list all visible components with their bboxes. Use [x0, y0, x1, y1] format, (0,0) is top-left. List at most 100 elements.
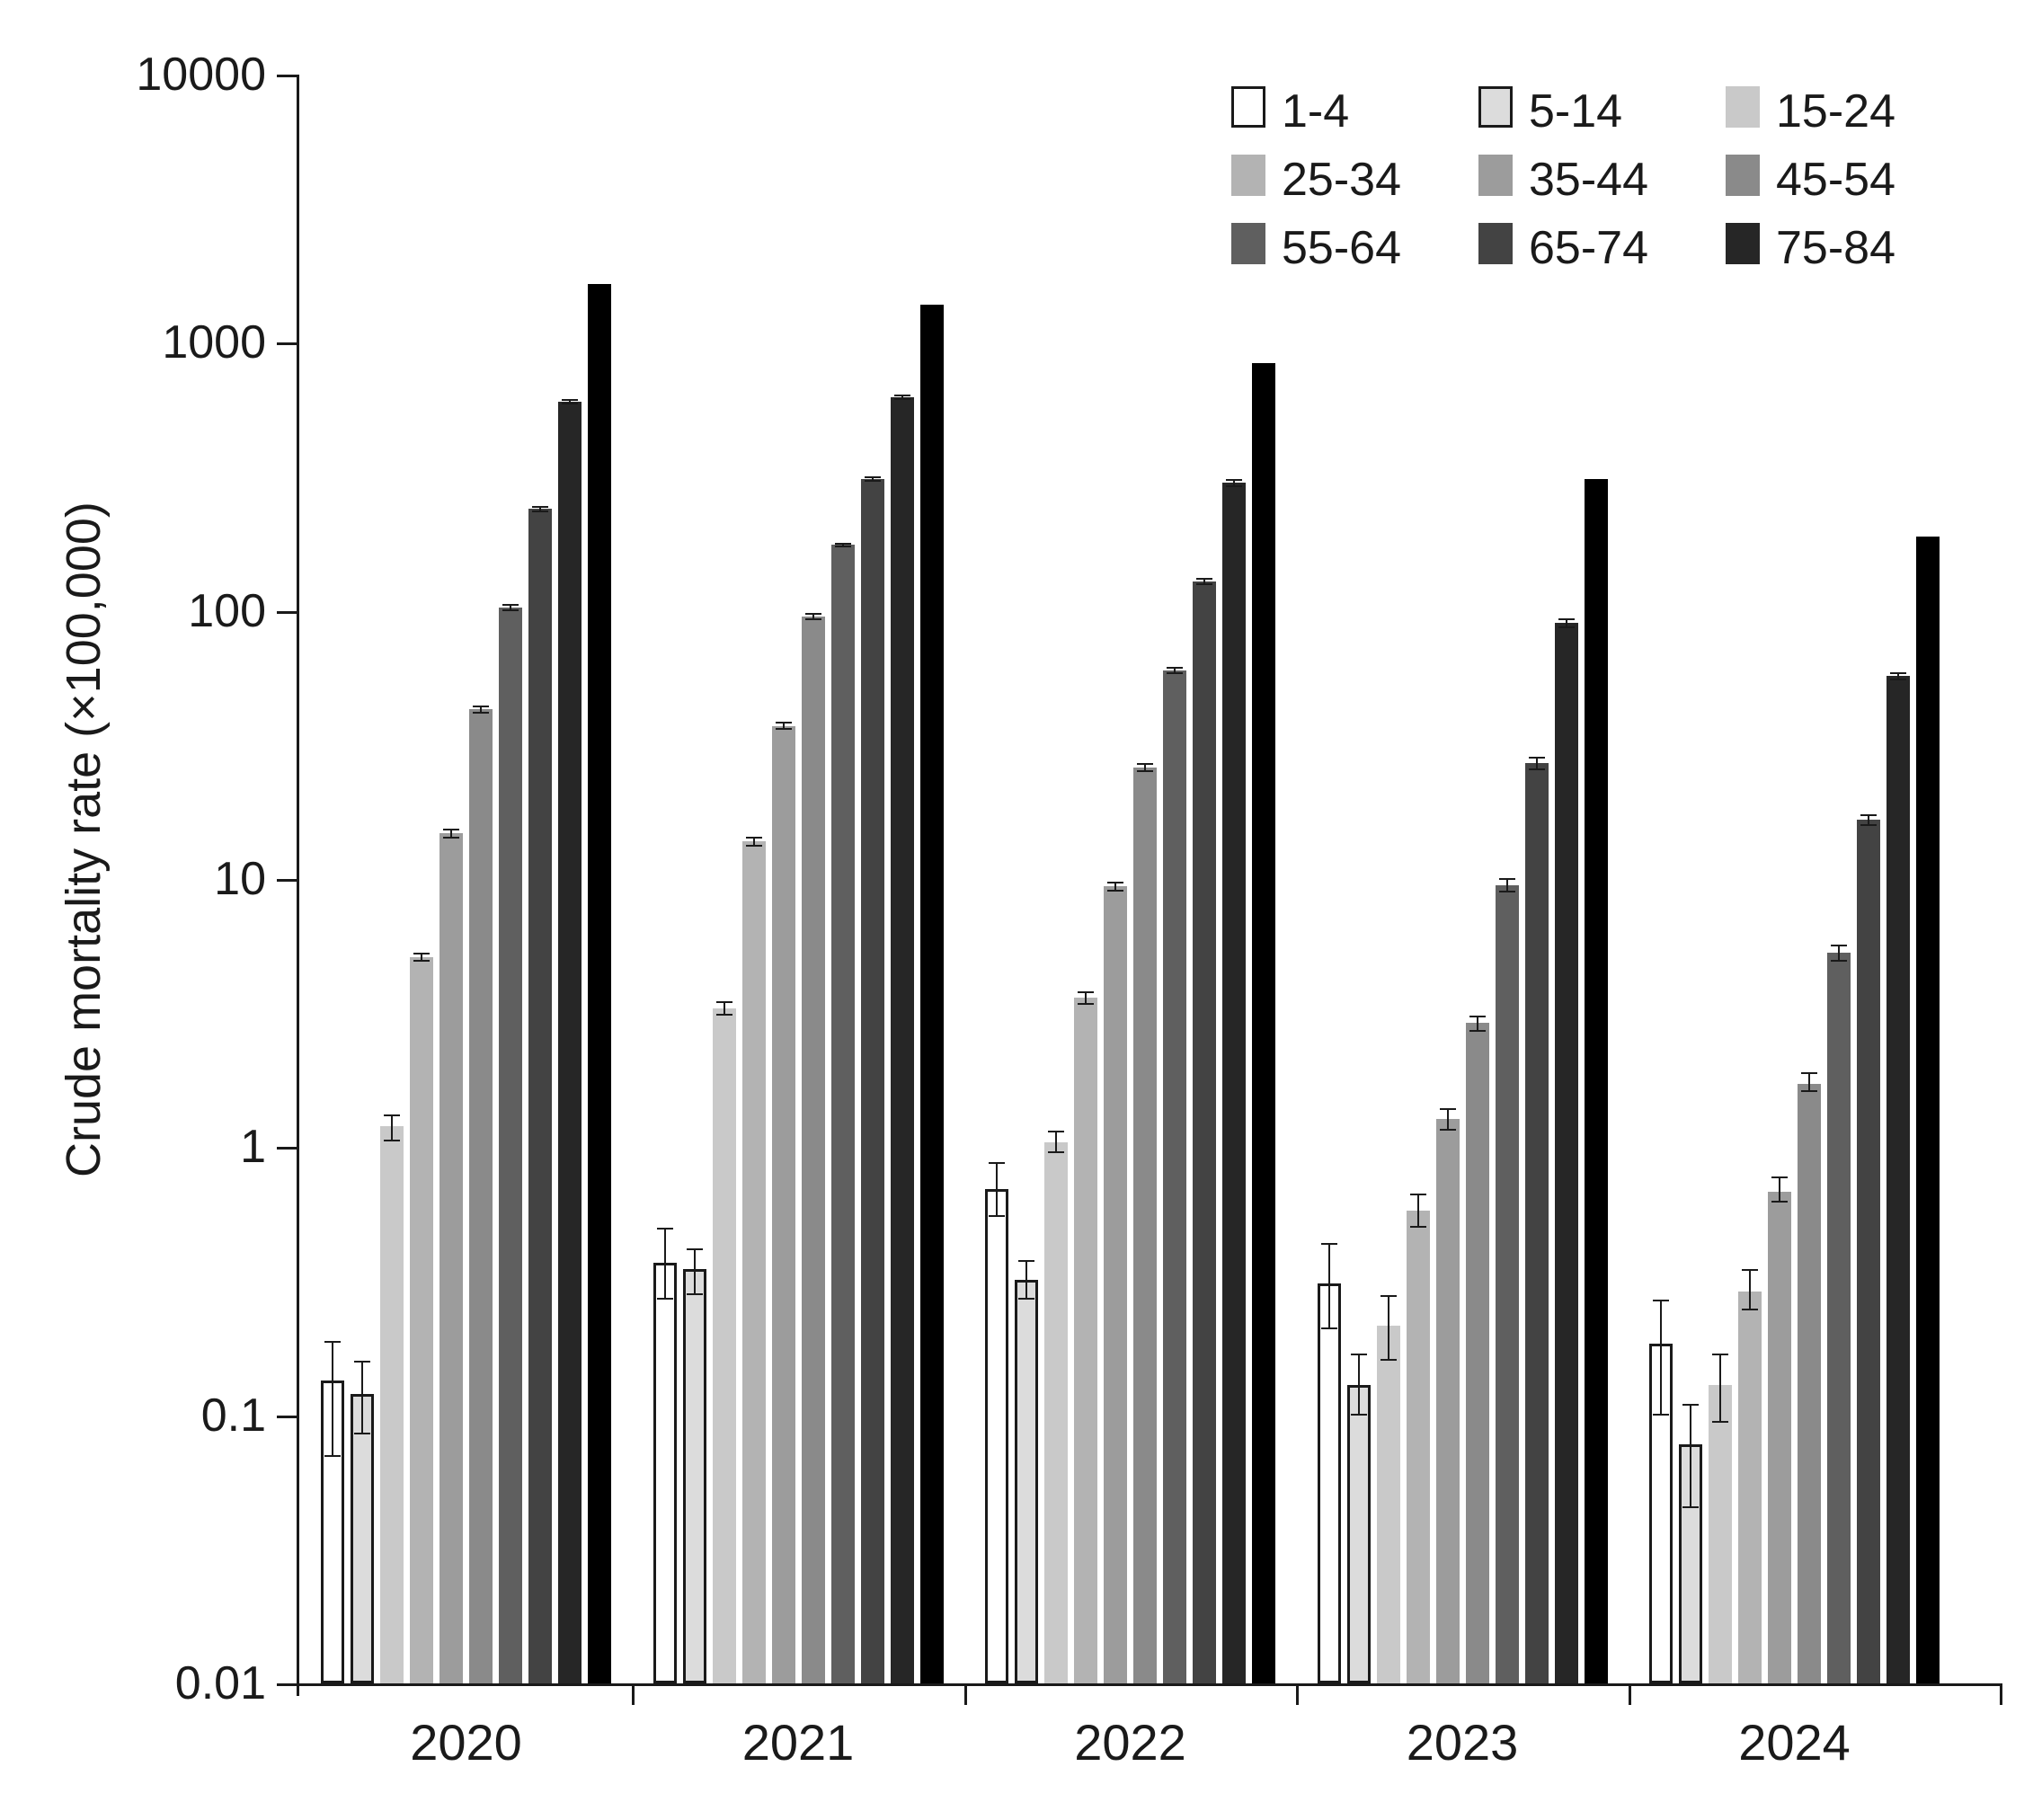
- error-bar-cap-top: [1078, 991, 1094, 994]
- error-bar-cap-bottom: [1682, 1506, 1699, 1509]
- error-bar-cap-top: [989, 1161, 1005, 1164]
- bar-2023-25-34: [1406, 1210, 1430, 1683]
- bar-2024-75-84: [1887, 676, 1910, 1683]
- x-category-label: 2024: [1738, 1714, 1851, 1771]
- error-bar-line: [450, 829, 452, 839]
- bar-2024-15-24: [1709, 1384, 1732, 1683]
- legend-swatch-75-84: [1726, 223, 1760, 264]
- bar-2020-55-64: [499, 607, 522, 1683]
- error-bar-line: [1085, 991, 1087, 1005]
- bar-2021-35-44: [771, 726, 795, 1683]
- bar-2024-65-74: [1857, 820, 1880, 1683]
- y-tick-label: 0.1: [200, 1389, 266, 1442]
- error-bar-line: [1808, 1072, 1810, 1093]
- error-bar-line: [332, 1340, 333, 1457]
- bar-2023-15-24: [1376, 1326, 1400, 1683]
- error-bar-cap-top: [1653, 1299, 1669, 1301]
- bar-2020-35-44: [439, 833, 463, 1683]
- error-bar-cap-top: [1469, 1015, 1486, 1017]
- error-bar-cap-bottom: [324, 1454, 341, 1457]
- error-bar-line: [1868, 814, 1869, 826]
- bar-2023-55-64: [1495, 884, 1519, 1683]
- error-bar-cap-top: [1498, 877, 1515, 880]
- error-bar-cap-top: [834, 542, 851, 545]
- error-bar-line: [569, 399, 571, 404]
- error-bar-cap-top: [413, 953, 430, 955]
- error-bar-cap-top: [745, 836, 762, 839]
- error-bar-cap-top: [532, 506, 548, 509]
- error-bar-cap-top: [1682, 1404, 1699, 1407]
- error-bar-line: [1690, 1404, 1691, 1509]
- error-bar-line: [1660, 1299, 1662, 1416]
- error-bar-cap-bottom: [562, 402, 578, 404]
- bar-2023-75-84: [1554, 623, 1578, 1683]
- legend-label-45-54: 45-54: [1776, 154, 1895, 206]
- bar-2021-5-14: [682, 1269, 706, 1683]
- error-bar-cap-top: [1196, 577, 1212, 580]
- error-bar-line: [361, 1360, 363, 1434]
- bar-2020-65-74: [528, 509, 552, 1683]
- error-bar-line: [752, 836, 755, 848]
- error-bar-cap-top: [562, 399, 578, 402]
- error-bar-cap-bottom: [1380, 1358, 1397, 1361]
- legend-label-1-4: 1-4: [1282, 85, 1350, 138]
- bar-2021-45-54: [801, 617, 825, 1683]
- error-bar-cap-bottom: [1771, 1201, 1788, 1203]
- error-bar-line: [996, 1161, 998, 1217]
- error-bar-cap-bottom: [804, 618, 821, 621]
- bar-2023-35-44: [1435, 1119, 1460, 1683]
- bar-2022-55-64: [1163, 670, 1186, 1683]
- x-tick: [632, 1683, 635, 1705]
- legend-swatch-5-14: [1478, 86, 1513, 128]
- error-bar-cap-bottom: [775, 728, 792, 731]
- error-bar-cap-bottom: [1831, 960, 1847, 963]
- bar-2022-s10: [1252, 363, 1275, 1683]
- bar-2023-45-54: [1465, 1023, 1489, 1683]
- legend-swatch-45-54: [1726, 155, 1760, 196]
- error-bar-cap-top: [502, 604, 519, 607]
- x-category-label: 2023: [1406, 1714, 1519, 1771]
- x-tick: [2000, 1683, 2002, 1705]
- error-bar-cap-top: [1167, 666, 1183, 669]
- error-bar-cap-top: [324, 1340, 341, 1343]
- bar-2022-35-44: [1104, 886, 1127, 1683]
- error-bar-cap-bottom: [473, 711, 489, 714]
- error-bar-cap-bottom: [715, 1013, 732, 1016]
- error-bar-cap-bottom: [864, 479, 881, 482]
- legend-label-15-24: 15-24: [1776, 85, 1895, 138]
- error-bar-cap-top: [1380, 1295, 1397, 1298]
- error-bar-cap-top: [864, 475, 881, 478]
- legend-swatch-15-24: [1726, 86, 1760, 128]
- error-bar-cap-bottom: [1196, 582, 1212, 585]
- bar-2021-1-4: [653, 1263, 677, 1683]
- bar-2023-1-4: [1317, 1283, 1341, 1683]
- error-bar-cap-bottom: [1137, 770, 1153, 773]
- legend-label-5-14: 5-14: [1529, 85, 1623, 138]
- bar-2021-65-74: [860, 478, 884, 1683]
- y-tick: [277, 342, 297, 346]
- error-bar-cap-top: [1409, 1194, 1426, 1196]
- bar-2020-75-84: [558, 401, 581, 1683]
- bar-2022-15-24: [1044, 1142, 1068, 1683]
- bar-2024-s10: [1916, 536, 1940, 1683]
- error-bar-line: [1387, 1295, 1389, 1361]
- error-bar-line: [1025, 1259, 1027, 1300]
- error-bar-cap-bottom: [1320, 1327, 1337, 1329]
- error-bar-cap-bottom: [1439, 1129, 1456, 1132]
- error-bar-cap-bottom: [1712, 1420, 1728, 1423]
- error-bar-line: [1446, 1107, 1449, 1132]
- bar-2022-5-14: [1015, 1279, 1038, 1683]
- error-bar-cap-bottom: [1107, 889, 1123, 892]
- error-bar-line: [1055, 1131, 1057, 1153]
- error-bar-cap-top: [1137, 763, 1153, 766]
- error-bar-line: [480, 705, 482, 714]
- error-bar-cap-bottom: [502, 608, 519, 611]
- legend-label-35-44: 35-44: [1529, 154, 1648, 206]
- error-bar-line: [663, 1228, 666, 1300]
- error-bar-line: [812, 613, 814, 621]
- legend-label-55-64: 55-64: [1282, 222, 1401, 274]
- error-bar-cap-bottom: [893, 397, 910, 400]
- y-tick: [277, 75, 297, 77]
- x-category-label: 2022: [1074, 1714, 1186, 1771]
- error-bar-cap-top: [804, 613, 821, 616]
